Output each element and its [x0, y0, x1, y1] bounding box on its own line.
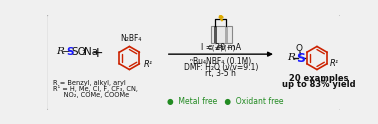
- Text: R¹: R¹: [143, 60, 153, 69]
- Text: I = 20 mA: I = 20 mA: [201, 43, 241, 52]
- Text: N₂BF₄: N₂BF₄: [120, 34, 142, 43]
- FancyBboxPatch shape: [46, 14, 341, 111]
- Bar: [214, 26, 217, 43]
- Text: SO: SO: [71, 47, 86, 57]
- Text: Na: Na: [84, 47, 99, 57]
- Text: NO₂, COMe, COOMe: NO₂, COMe, COOMe: [53, 92, 130, 98]
- Bar: [225, 26, 228, 43]
- Text: R = Benzyl, alkyl, aryl: R = Benzyl, alkyl, aryl: [53, 80, 126, 86]
- Text: S: S: [296, 51, 305, 64]
- Text: C(+): C(+): [208, 44, 223, 51]
- Text: 20 examples: 20 examples: [289, 74, 348, 83]
- Bar: [211, 26, 232, 43]
- Text: O: O: [296, 44, 303, 53]
- Text: R: R: [57, 47, 64, 56]
- Text: R¹: R¹: [330, 59, 339, 68]
- Text: S: S: [67, 47, 74, 57]
- Text: R¹ = H, Me, Cl, F, CF₃, CN,: R¹ = H, Me, Cl, F, CF₃, CN,: [53, 85, 138, 92]
- Text: ●  Metal free   ●  Oxidant free: ● Metal free ● Oxidant free: [167, 97, 284, 106]
- Text: rt, 3-5 h: rt, 3-5 h: [205, 69, 236, 78]
- Text: ⁿBu₄NBF₄ (0.1M): ⁿBu₄NBF₄ (0.1M): [190, 57, 251, 66]
- Text: R: R: [287, 53, 295, 62]
- Text: DMF: H₂O (v/v=9:1): DMF: H₂O (v/v=9:1): [184, 63, 258, 72]
- Text: +: +: [92, 46, 104, 60]
- Text: 3: 3: [82, 50, 86, 56]
- Text: up to 83% yield: up to 83% yield: [282, 80, 355, 89]
- Text: −: −: [62, 47, 71, 57]
- Text: Pt(−): Pt(−): [217, 44, 235, 51]
